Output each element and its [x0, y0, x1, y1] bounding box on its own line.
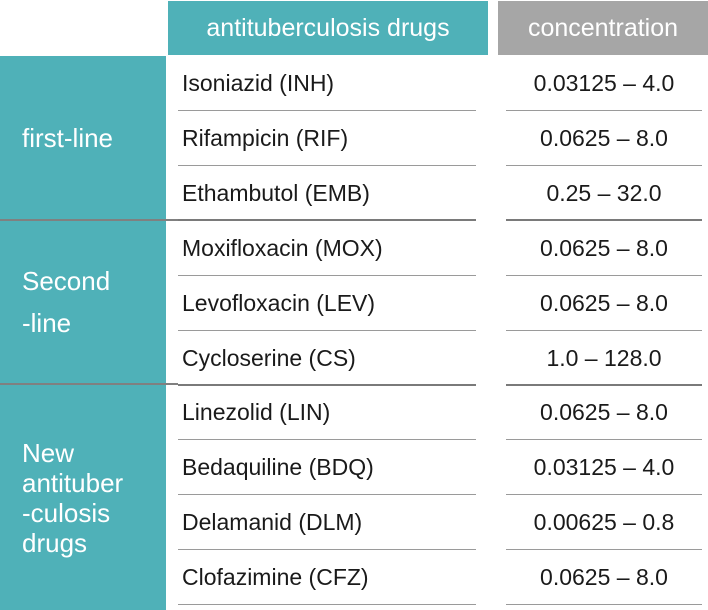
row-divider	[178, 275, 476, 276]
row-divider	[506, 439, 702, 440]
table-row: Bedaquiline (BDQ) 0.03125 – 4.0	[178, 440, 702, 495]
row-divider	[178, 165, 476, 166]
table-row: Ethambutol (EMB) 0.25 – 32.0	[178, 166, 702, 221]
row-divider	[178, 384, 476, 386]
group-second-line: Second -line	[0, 221, 166, 383]
drug-cell: Delamanid (DLM)	[182, 508, 363, 535]
concentration-cell: 0.00625 – 0.8	[533, 508, 675, 535]
concentration-cell: 0.0625 – 8.0	[540, 563, 668, 590]
table-row: Clofazimine (CFZ) 0.0625 – 8.0	[178, 550, 702, 605]
group-label-line: drugs	[22, 527, 88, 558]
concentration-cell: 0.0625 – 8.0	[540, 124, 668, 151]
group-separator	[0, 219, 178, 221]
row-divider	[178, 110, 476, 111]
group-label-line: -culosis	[22, 497, 111, 528]
drug-cell: Bedaquiline (BDQ)	[182, 453, 374, 480]
concentration-cell: 0.0625 – 8.0	[540, 234, 668, 261]
concentration-cell: 0.0625 – 8.0	[540, 398, 668, 425]
drug-cell: Isoniazid (INH)	[182, 69, 335, 96]
group-label: Second -line	[22, 260, 110, 344]
group-separator	[0, 383, 178, 385]
header-drugs: antituberculosis drugs	[168, 1, 488, 55]
row-divider	[506, 165, 702, 166]
table-row: Rifampicin (RIF) 0.0625 – 8.0	[178, 111, 702, 166]
drug-cell: Linezolid (LIN)	[182, 398, 331, 425]
row-divider	[506, 604, 702, 605]
drug-cell: Rifampicin (RIF)	[182, 124, 349, 151]
table-row: Linezolid (LIN) 0.0625 – 8.0	[178, 385, 702, 440]
row-divider	[178, 330, 476, 331]
row-divider	[506, 494, 702, 495]
drug-cell: Clofazimine (CFZ)	[182, 563, 369, 590]
header-concentration: concentration	[498, 1, 708, 55]
group-label-line: antituber	[22, 467, 124, 498]
group-label-line: -line	[22, 308, 72, 338]
row-divider	[178, 219, 476, 221]
group-label-line: New	[22, 437, 75, 468]
table-row: Isoniazid (INH) 0.03125 – 4.0	[178, 56, 702, 111]
row-divider	[178, 549, 476, 550]
row-divider	[506, 219, 702, 221]
drug-cell: Ethambutol (EMB)	[182, 179, 370, 206]
group-new-drugs: New antituber -culosis drugs	[0, 385, 166, 610]
row-divider	[178, 439, 476, 440]
concentration-cell: 1.0 – 128.0	[546, 344, 662, 371]
row-divider	[506, 384, 702, 386]
drug-cell: Moxifloxacin (MOX)	[182, 234, 383, 261]
row-divider	[178, 604, 476, 605]
group-label: first-line	[22, 122, 114, 153]
row-divider	[506, 330, 702, 331]
row-divider	[506, 275, 702, 276]
concentration-cell: 0.03125 – 4.0	[533, 453, 675, 480]
row-divider	[178, 494, 476, 495]
concentration-cell: 0.0625 – 8.0	[540, 289, 668, 316]
concentration-cell: 0.25 – 32.0	[546, 179, 662, 206]
group-first-line: first-line	[0, 56, 166, 219]
table-row: Delamanid (DLM) 0.00625 – 0.8	[178, 495, 702, 550]
concentration-cell: 0.03125 – 4.0	[533, 69, 675, 96]
row-divider	[506, 110, 702, 111]
group-label-line: Second	[22, 266, 111, 296]
row-divider	[506, 549, 702, 550]
drug-cell: Cycloserine (CS)	[182, 344, 356, 371]
table-row: Levofloxacin (LEV) 0.0625 – 8.0	[178, 276, 702, 331]
group-label: New antituber -culosis drugs	[22, 438, 123, 558]
table-row: Cycloserine (CS) 1.0 – 128.0	[178, 331, 702, 386]
drug-cell: Levofloxacin (LEV)	[182, 289, 376, 316]
table-row: Moxifloxacin (MOX) 0.0625 – 8.0	[178, 221, 702, 276]
